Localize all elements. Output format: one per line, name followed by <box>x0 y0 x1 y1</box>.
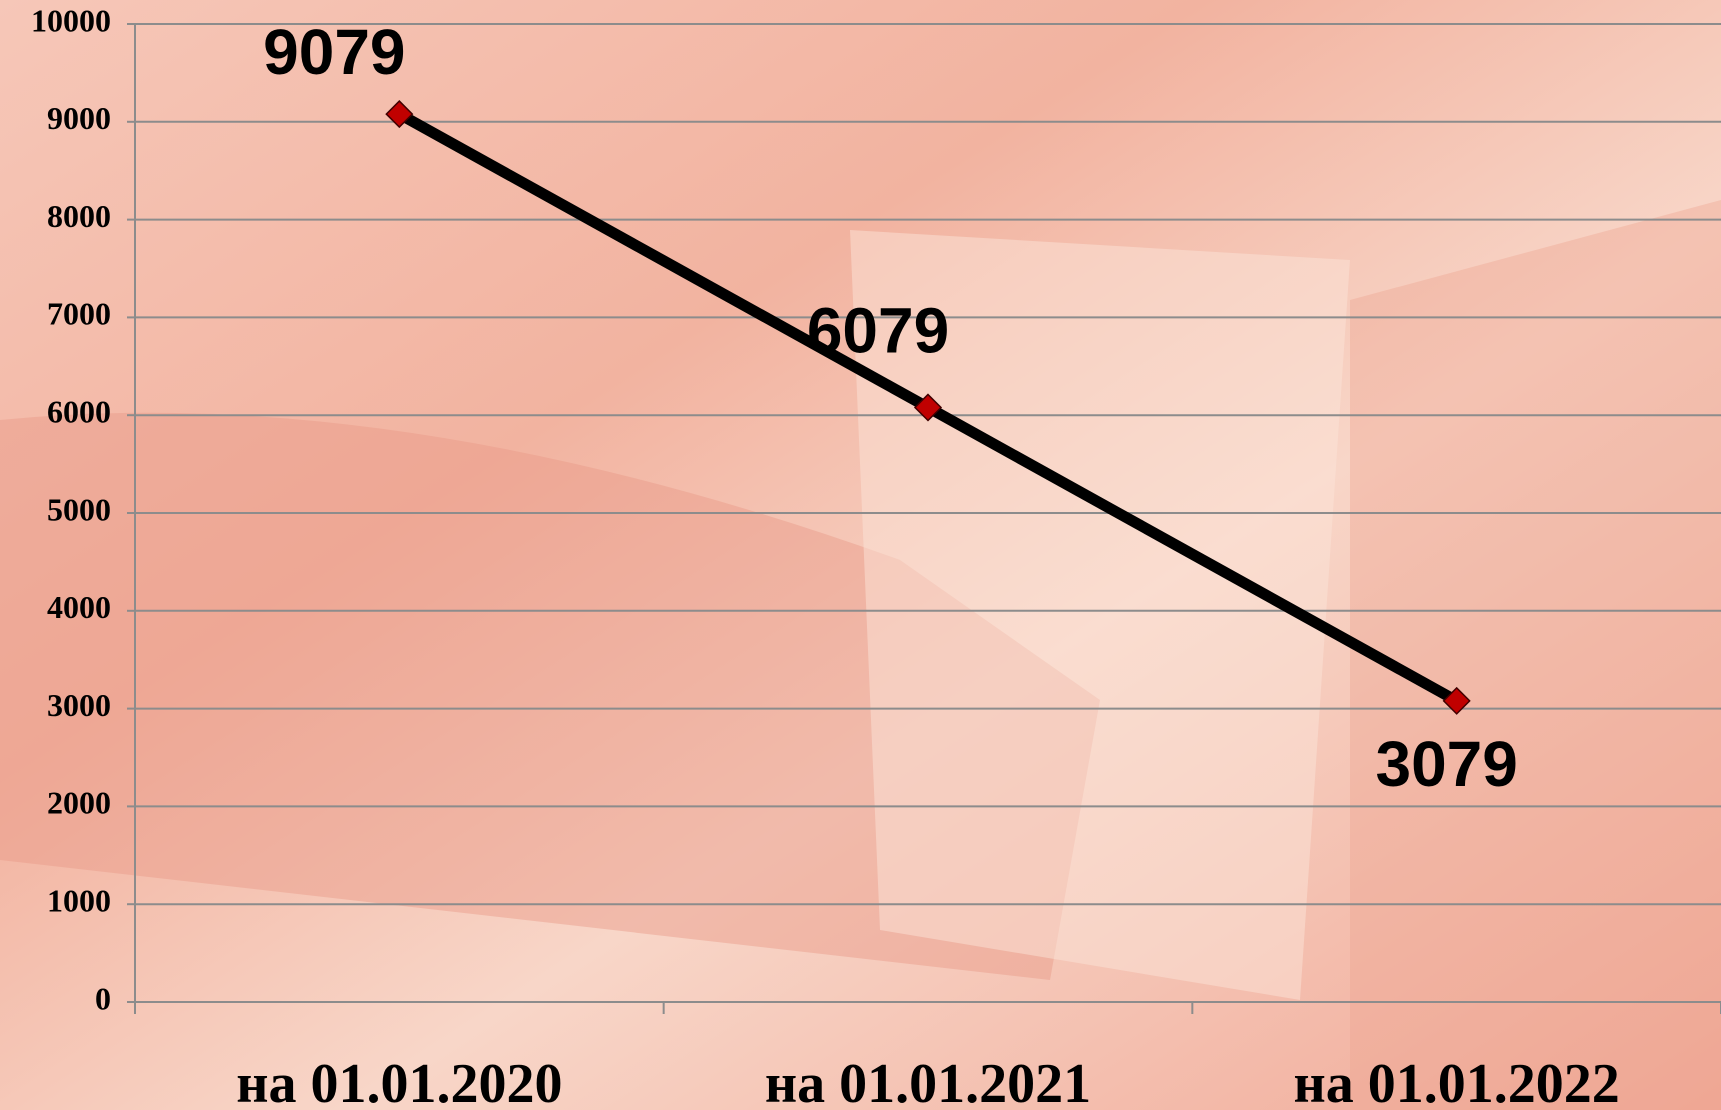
data-label: 9079 <box>263 16 405 88</box>
marker <box>385 100 414 129</box>
y-tick-label: 3000 <box>47 687 111 723</box>
x-tick-label: на 01.01.2020 <box>236 1053 562 1110</box>
y-tick-label: 6000 <box>47 394 111 430</box>
y-tick-label: 2000 <box>47 785 111 821</box>
x-tick-label: на 01.01.2022 <box>1294 1053 1620 1110</box>
banknote-shape <box>0 412 1100 980</box>
banknote-shape <box>850 230 1350 1000</box>
y-tick-label: 0 <box>95 980 111 1016</box>
banknote-shape <box>1350 200 1721 1110</box>
y-tick-label: 10000 <box>31 2 111 38</box>
data-label: 6079 <box>807 294 949 366</box>
data-label: 3079 <box>1375 728 1517 800</box>
y-tick-label: 5000 <box>47 491 111 527</box>
y-tick-label: 7000 <box>47 296 111 332</box>
y-tick-label: 1000 <box>47 883 111 919</box>
y-tick-label: 4000 <box>47 589 111 625</box>
y-tick-label: 9000 <box>47 100 111 136</box>
y-tick-label: 8000 <box>47 198 111 234</box>
x-tick-label: на 01.01.2021 <box>765 1053 1091 1110</box>
marker <box>1442 686 1471 715</box>
marker <box>913 393 943 422</box>
